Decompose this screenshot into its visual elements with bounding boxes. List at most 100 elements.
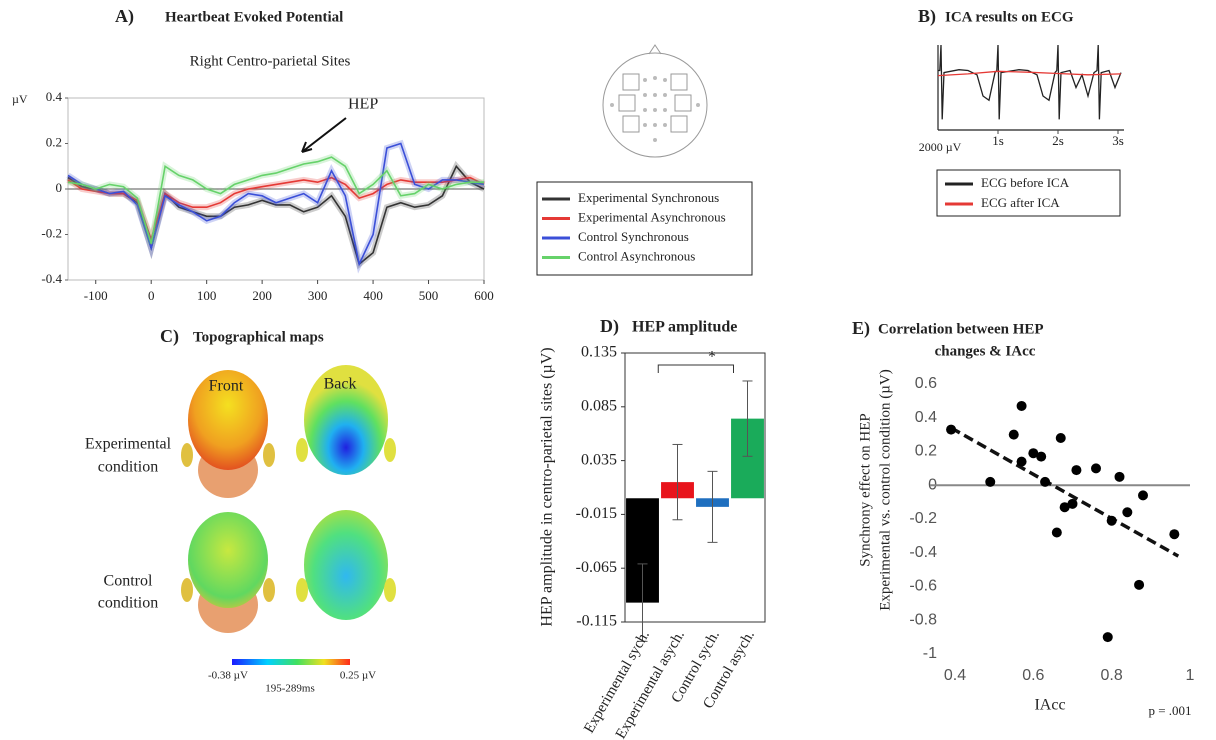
y-tick-label: 0.2 xyxy=(46,134,62,149)
chart-title: changes & IAcc xyxy=(935,343,1036,359)
y-tick-label: -0.065 xyxy=(576,559,617,576)
data-point xyxy=(1028,448,1039,459)
row-label: condition xyxy=(98,459,158,476)
series-line xyxy=(67,156,484,244)
chart-title: HEP amplitude xyxy=(632,319,737,336)
y-tick-label: 0.035 xyxy=(581,451,617,468)
x-tick-label: 0.8 xyxy=(1101,667,1123,684)
data-point xyxy=(1134,579,1145,590)
y-unit: µV xyxy=(12,92,28,106)
electrode-dots xyxy=(610,76,700,142)
x-tick-label: 3s xyxy=(1112,133,1124,148)
panel-label: A) xyxy=(115,6,134,27)
legend-label: Control Asynchronous xyxy=(578,248,695,263)
electrode-diagram xyxy=(602,44,708,158)
x-tick-label: 1s xyxy=(992,133,1004,148)
data-point xyxy=(1067,498,1078,509)
y-tick-label: -0.4 xyxy=(909,544,937,561)
y-tick-label: -0.4 xyxy=(41,271,62,286)
data-point xyxy=(946,424,957,435)
column-label: Back xyxy=(324,376,357,393)
data-point xyxy=(1016,456,1027,467)
legend-label: ECG after ICA xyxy=(981,195,1060,210)
x-tick-label: 0.6 xyxy=(1022,667,1044,684)
y-axis-label: Experimental vs. control condition (µV) xyxy=(877,369,893,611)
annotation: HEP xyxy=(348,96,378,113)
x-tick-label: 0.4 xyxy=(944,667,966,684)
legend-label: Experimental Synchronous xyxy=(578,190,719,205)
x-tick-label: 600 xyxy=(474,288,494,303)
series-line xyxy=(67,142,485,267)
data-point xyxy=(1051,527,1062,538)
y-tick-label: -0.015 xyxy=(576,505,617,522)
y-tick-label: -0.6 xyxy=(909,578,937,595)
y-tick-label: 0.135 xyxy=(581,344,617,361)
chart-title: ICA results on ECG xyxy=(945,9,1074,25)
chart-title: Correlation between HEP xyxy=(878,321,1044,337)
legend-box xyxy=(536,181,753,276)
x-axis-label: IAcc xyxy=(1034,697,1065,714)
chart-title: Heartbeat Evoked Potential xyxy=(165,9,343,25)
x-tick-label: 1 xyxy=(1186,667,1195,684)
data-point xyxy=(1106,515,1117,526)
trend-line xyxy=(950,426,1180,558)
y-tick-label: -0.2 xyxy=(909,510,937,527)
x-tick-label: 400 xyxy=(363,288,383,303)
colorbar-min: -0.38 µV xyxy=(208,670,248,682)
data-point xyxy=(1122,507,1133,518)
y-tick-label: 0 xyxy=(56,180,63,195)
panel-label: D) xyxy=(600,316,619,337)
significance-bracket xyxy=(657,364,734,373)
row-label: condition xyxy=(98,595,158,612)
plot-frame xyxy=(624,352,766,623)
data-point xyxy=(1071,465,1082,476)
legend-label: Experimental Asynchronous xyxy=(578,209,726,224)
data-point xyxy=(1055,433,1066,443)
y-axis-label: HEP amplitude in centro-parietal sites (… xyxy=(539,347,556,626)
row-label: Control xyxy=(104,573,153,590)
data-point xyxy=(1040,476,1051,487)
panel-label: B) xyxy=(918,6,936,27)
legend-box xyxy=(936,169,1121,217)
x-tick-label: 500 xyxy=(419,288,439,303)
data-point xyxy=(1091,463,1101,474)
annotation-arrow xyxy=(301,117,347,153)
time-window: 195-289ms xyxy=(265,683,315,695)
colorbar-max: 0.25 µV xyxy=(340,670,376,682)
y-tick-label: -1 xyxy=(923,645,937,662)
series-line xyxy=(937,70,1122,77)
x-tick-label: 100 xyxy=(197,288,217,303)
data-point xyxy=(1169,529,1180,540)
x-tick-label: 300 xyxy=(308,288,328,303)
y-tick-label: 0.6 xyxy=(915,375,937,392)
legend-label: Control Synchronous xyxy=(578,229,689,244)
y-tick-label: -0.8 xyxy=(909,611,937,628)
y-tick-label: 0.4 xyxy=(46,89,63,104)
colorbar xyxy=(232,659,350,665)
data-point xyxy=(985,476,996,487)
y-tick-label: -0.115 xyxy=(576,613,617,630)
row-label: Experimental xyxy=(85,436,172,453)
significance: * xyxy=(708,349,716,366)
panel-label: E) xyxy=(852,318,870,339)
legend-label: ECG before ICA xyxy=(981,175,1070,190)
y-tick-label: -0.2 xyxy=(41,225,62,240)
panel-label: C) xyxy=(160,326,179,347)
data-point xyxy=(1008,429,1019,440)
x-tick-label: -100 xyxy=(84,288,108,303)
y-tick-label: 0.085 xyxy=(581,397,617,414)
data-point xyxy=(1102,632,1113,643)
data-point xyxy=(1059,502,1070,513)
x-tick-label: 0 xyxy=(148,288,155,303)
column-label: Front xyxy=(209,378,244,395)
data-point xyxy=(1114,471,1125,482)
x-tick-label: 2s xyxy=(1052,133,1064,148)
data-point xyxy=(1016,400,1027,411)
y-axis-label: Synchrony effect on HEP xyxy=(857,413,873,566)
data-point xyxy=(1036,451,1047,462)
scale-label: 2000 µV xyxy=(919,140,962,154)
data-point xyxy=(1138,490,1148,501)
chart-subtitle: Right Centro-parietal Sites xyxy=(190,53,351,69)
